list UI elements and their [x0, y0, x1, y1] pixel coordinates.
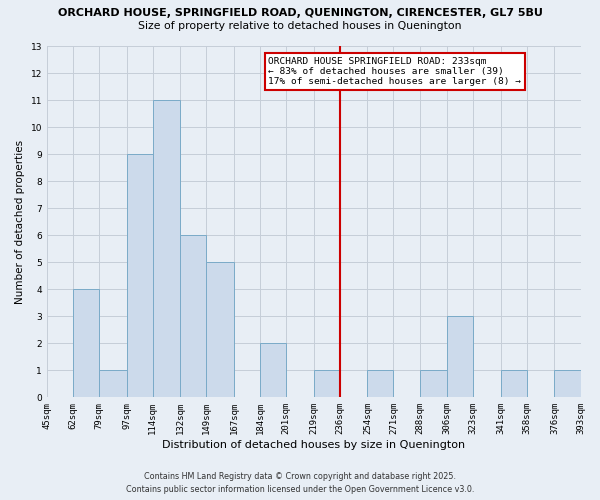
Bar	[367, 370, 394, 398]
X-axis label: Distribution of detached houses by size in Quenington: Distribution of detached houses by size …	[162, 440, 465, 450]
Bar	[99, 370, 127, 398]
Bar	[419, 370, 447, 398]
Bar	[314, 370, 340, 398]
Y-axis label: Number of detached properties: Number of detached properties	[15, 140, 25, 304]
Bar	[153, 100, 181, 398]
Bar	[206, 262, 234, 398]
Text: Contains HM Land Registry data © Crown copyright and database right 2025.
Contai: Contains HM Land Registry data © Crown c…	[126, 472, 474, 494]
Text: ORCHARD HOUSE, SPRINGFIELD ROAD, QUENINGTON, CIRENCESTER, GL7 5BU: ORCHARD HOUSE, SPRINGFIELD ROAD, QUENING…	[58, 8, 542, 18]
Bar	[181, 235, 206, 398]
Bar	[501, 370, 527, 398]
Bar	[73, 289, 99, 398]
Text: ORCHARD HOUSE SPRINGFIELD ROAD: 233sqm
← 83% of detached houses are smaller (39): ORCHARD HOUSE SPRINGFIELD ROAD: 233sqm ←…	[268, 56, 521, 86]
Bar	[447, 316, 473, 398]
Bar	[127, 154, 153, 398]
Text: Size of property relative to detached houses in Quenington: Size of property relative to detached ho…	[138, 21, 462, 31]
Bar	[260, 344, 286, 398]
Bar	[554, 370, 581, 398]
